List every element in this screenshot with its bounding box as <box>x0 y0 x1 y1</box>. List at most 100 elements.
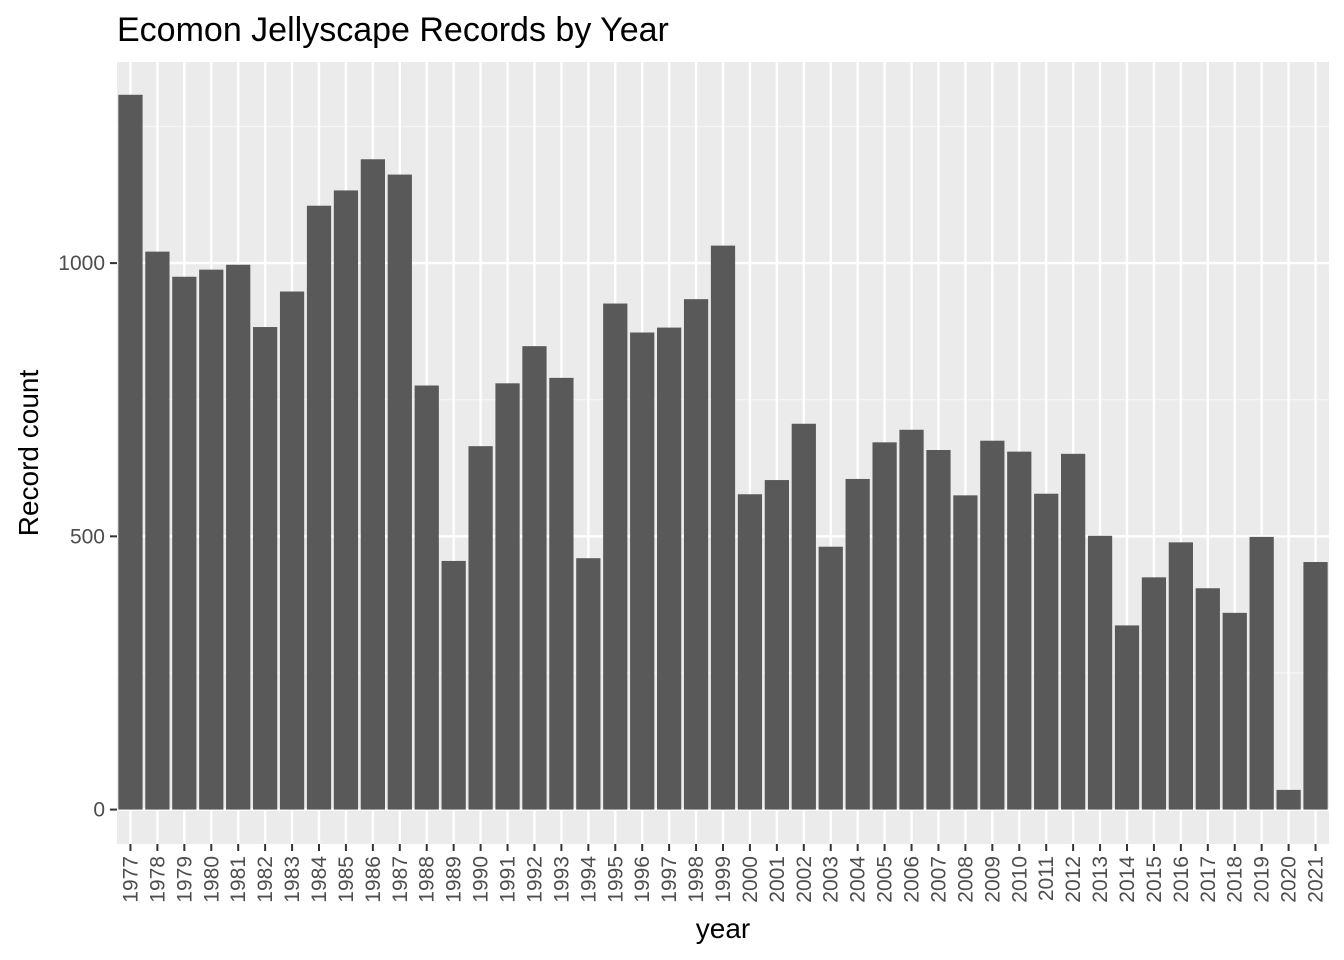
bar-1990 <box>468 446 493 810</box>
bar-1999 <box>710 245 736 810</box>
bar-2007 <box>926 449 951 810</box>
x-tick-label: 1985 <box>335 856 358 903</box>
x-tick-label: 2008 <box>954 856 977 903</box>
x-tick-label: 1980 <box>200 856 223 903</box>
x-tick-label: 2002 <box>793 856 816 903</box>
bar-1979 <box>172 276 197 810</box>
x-tick-label: 1987 <box>389 856 412 903</box>
bar-1998 <box>683 299 709 810</box>
bar-2019 <box>1249 536 1274 810</box>
bar-2006 <box>899 429 924 810</box>
bar-1985 <box>333 190 359 810</box>
x-tick-label: 1994 <box>577 856 600 903</box>
bar-1992 <box>522 346 547 810</box>
x-tick-label: 1984 <box>308 856 331 903</box>
bar-2008 <box>953 495 978 810</box>
bar-1983 <box>279 291 305 810</box>
bar-2020 <box>1276 789 1301 810</box>
x-tick-label: 2009 <box>981 856 1004 903</box>
x-tick-label: 1979 <box>173 856 196 903</box>
x-tick-label: 1993 <box>550 856 573 903</box>
x-tick-label: 1999 <box>712 856 735 903</box>
bar-1981 <box>226 264 251 810</box>
x-tick-label: 1988 <box>416 856 439 903</box>
y-tick-label: 500 <box>70 525 105 548</box>
bar-1995 <box>603 303 628 810</box>
bar-1989 <box>441 560 466 810</box>
x-tick-label: 2015 <box>1143 856 1166 903</box>
x-tick-label: 2007 <box>927 856 950 903</box>
x-tick-label: 2019 <box>1251 856 1274 903</box>
bar-2010 <box>1007 451 1032 810</box>
chart-title: Ecomon Jellyscape Records by Year <box>117 11 669 49</box>
y-axis-title: Record count <box>13 370 44 537</box>
x-tick-label: 1990 <box>470 856 493 903</box>
bar-2012 <box>1061 453 1086 810</box>
bar-1988 <box>414 385 439 810</box>
x-tick-label: 2018 <box>1224 856 1247 903</box>
x-tick-label: 1991 <box>497 856 520 903</box>
x-tick-label: 1982 <box>254 856 277 903</box>
bar-1994 <box>576 558 601 810</box>
bar-2016 <box>1168 542 1193 810</box>
bar-1986 <box>360 159 385 810</box>
y-tick-label: 1000 <box>58 252 105 275</box>
x-tick-label: 1995 <box>604 856 627 903</box>
bar-1980 <box>199 269 224 810</box>
x-tick-label: 2006 <box>901 856 924 903</box>
y-axis: 0 500 1000 <box>58 252 117 822</box>
bar-2002 <box>791 423 816 810</box>
x-tick-label: 2004 <box>847 856 870 903</box>
x-tick-label: 1978 <box>146 856 169 903</box>
x-tick-label: 1981 <box>227 856 250 903</box>
x-tick-label: 2001 <box>766 856 789 903</box>
x-tick-label: 2012 <box>1062 856 1085 903</box>
x-tick-label: 1998 <box>685 856 708 903</box>
x-tick-label: 2014 <box>1116 856 1139 903</box>
bar-2017 <box>1195 588 1220 810</box>
x-tick-label: 2016 <box>1170 856 1193 903</box>
bar-1984 <box>306 205 332 810</box>
bar-2000 <box>737 494 763 810</box>
bar-1978 <box>145 251 170 810</box>
bar-1977 <box>118 94 143 810</box>
x-tick-label: 2003 <box>820 856 843 903</box>
x-tick-label: 1997 <box>658 856 681 903</box>
bars <box>118 94 1328 810</box>
bar-2005 <box>872 442 897 810</box>
bar-2004 <box>845 478 870 810</box>
bar-1991 <box>495 383 520 810</box>
x-axis-title: year <box>696 913 750 944</box>
x-tick-label: 1986 <box>362 856 385 903</box>
x-tick-label: 1983 <box>281 856 304 903</box>
x-tick-label: 2017 <box>1197 856 1220 903</box>
x-tick-label: 2013 <box>1089 856 1112 903</box>
x-tick-label: 2010 <box>1008 856 1031 903</box>
bar-1982 <box>253 327 278 810</box>
x-tick-label: 1977 <box>119 856 142 903</box>
bar-2014 <box>1114 625 1140 810</box>
bar-2015 <box>1141 577 1167 810</box>
x-tick-label: 1992 <box>523 856 546 903</box>
y-tick-label: 0 <box>93 799 105 822</box>
x-tick-label: 2005 <box>874 856 897 903</box>
x-tick-label: 2021 <box>1305 856 1328 903</box>
bar-2021 <box>1303 562 1328 810</box>
bar-1996 <box>630 332 655 810</box>
x-tick-label: 1989 <box>443 856 466 903</box>
x-tick-label: 2000 <box>739 856 762 903</box>
bar-1997 <box>657 327 682 810</box>
x-tick-label: 1996 <box>631 856 654 903</box>
bar-2009 <box>980 440 1005 810</box>
bar-2003 <box>818 546 843 810</box>
bar-2001 <box>764 480 789 810</box>
bar-1987 <box>387 174 412 810</box>
x-tick-label: 2011 <box>1035 856 1058 901</box>
bar-2013 <box>1087 535 1113 810</box>
bar-1993 <box>549 377 574 810</box>
bar-2011 <box>1034 493 1059 810</box>
bar-2018 <box>1222 612 1247 810</box>
x-axis: 1977 1978 1979 1980 1981 1982 1983 1984 1985 1986… <box>119 844 1328 903</box>
x-tick-label: 2020 <box>1278 856 1301 903</box>
